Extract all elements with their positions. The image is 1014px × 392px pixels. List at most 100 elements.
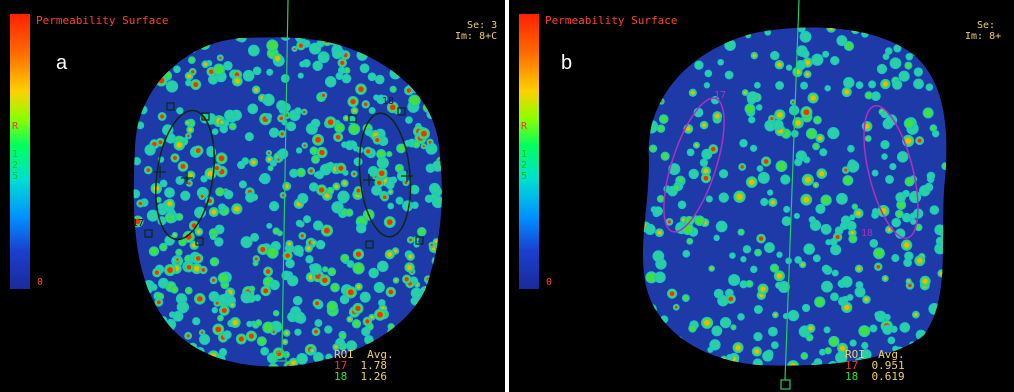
- perfusion-speckle: [843, 41, 855, 52]
- perfusion-speckle: [375, 167, 388, 180]
- perfusion-speckle: [252, 66, 262, 76]
- perfusion-speckle: [184, 44, 194, 54]
- perfusion-speckle: [322, 266, 329, 273]
- perfusion-speckle: [935, 236, 945, 246]
- perfusion-speckle: [282, 329, 291, 337]
- perfusion-speckle: [837, 342, 849, 354]
- roi-18-ellipse-b[interactable]: [853, 101, 929, 244]
- perfusion-speckle: [242, 69, 255, 82]
- scale-label-2-a: 2: [12, 160, 19, 171]
- perfusion-speckle: [854, 286, 866, 298]
- perfusion-speckle: [171, 231, 178, 238]
- perfusion-speckle: [157, 203, 165, 211]
- perfusion-speckle: [133, 156, 142, 166]
- perfusion-speckle: [764, 242, 775, 253]
- perfusion-speckle: [266, 68, 274, 76]
- perfusion-speckle: [939, 350, 947, 361]
- roi-17-ellipse-a[interactable]: [148, 107, 222, 244]
- perfusion-speckle: [217, 272, 230, 284]
- perfusion-speckle: [168, 213, 176, 221]
- perfusion-speckle: [410, 287, 423, 299]
- perfusion-speckle: [309, 263, 322, 276]
- perfusion-speckle: [654, 271, 666, 284]
- perfusion-speckle: [155, 74, 168, 87]
- roi-row-17-a: 17 1.78: [334, 360, 394, 371]
- perfusion-speckle: [215, 187, 225, 197]
- perfusion-speckle: [175, 175, 185, 185]
- perfusion-speckle: [919, 275, 931, 287]
- perfusion-speckle: [739, 139, 748, 148]
- perfusion-speckle: [760, 156, 772, 167]
- perfusion-speckle: [266, 246, 279, 259]
- perfusion-speckle: [776, 251, 783, 258]
- roi-17-ellipse-b[interactable]: [651, 92, 736, 239]
- roi-18-ellipse-a[interactable]: [355, 111, 416, 239]
- scale-zero-a: 0: [37, 277, 44, 288]
- perfusion-speckle: [376, 156, 389, 170]
- perfusion-speckle: [204, 113, 217, 125]
- perfusion-speckle: [874, 311, 881, 318]
- perfusion-speckle: [873, 247, 885, 260]
- perfusion-speckle: [861, 120, 873, 132]
- color-scale-bar-a: [10, 14, 30, 289]
- perfusion-speckle: [327, 267, 337, 277]
- perfusion-speckle: [324, 76, 337, 88]
- perfusion-speckle: [389, 85, 397, 93]
- series-info-a: Se: 3 Im: 8+C: [455, 20, 497, 42]
- perfusion-speckle: [199, 265, 208, 275]
- perfusion-speckle: [288, 357, 299, 367]
- perfusion-speckle: [163, 264, 177, 277]
- perfusion-speckle: [689, 358, 700, 366]
- perfusion-speckle: [355, 222, 367, 234]
- roi-label-18-b: 18: [861, 228, 873, 239]
- perfusion-speckle: [700, 173, 712, 184]
- perfusion-speckle: [238, 180, 247, 189]
- perfusion-speckle: [717, 294, 729, 307]
- perfusion-speckle: [350, 170, 358, 178]
- perfusion-speckle: [143, 165, 153, 175]
- perfusion-speckle: [245, 192, 256, 203]
- perfusion-speckle: [753, 332, 763, 342]
- perfusion-speckle: [864, 91, 873, 100]
- roi-id-18-a: 18: [334, 370, 348, 383]
- perfusion-speckle: [237, 160, 246, 170]
- perfusion-speckle: [367, 72, 377, 82]
- perfusion-speckle: [326, 186, 335, 195]
- perfusion-speckle: [922, 107, 934, 119]
- perfusion-speckle: [165, 132, 176, 144]
- perfusion-speckle: [275, 156, 282, 163]
- perfusion-speckle: [404, 262, 415, 273]
- perfusion-speckle: [428, 296, 437, 306]
- perfusion-speckle: [268, 127, 280, 138]
- perfusion-speckle: [948, 181, 960, 193]
- perfusion-map-a: 17 18: [132, 0, 442, 367]
- perfusion-speckle: [815, 203, 826, 215]
- perfusion-speckle: [426, 349, 437, 360]
- perfusion-speckle: [657, 97, 665, 105]
- perfusion-speckle: [430, 109, 438, 116]
- roi-handles-a[interactable]: [144, 102, 424, 249]
- perfusion-speckle: [749, 144, 758, 152]
- perfusion-speckle: [170, 359, 177, 367]
- perfusion-speckle: [162, 124, 174, 136]
- perfusion-speckle: [909, 341, 916, 348]
- perfusion-speckle: [368, 107, 376, 115]
- perfusion-speckle: [309, 347, 316, 354]
- perfusion-speckle: [828, 335, 840, 348]
- perfusion-speckle: [286, 121, 297, 132]
- perfusion-speckle: [788, 104, 800, 116]
- perfusion-speckle: [392, 277, 400, 284]
- perfusion-speckle: [821, 264, 831, 274]
- perfusion-speckle: [861, 30, 869, 38]
- perfusion-speckle: [342, 115, 350, 122]
- perfusion-speckle: [677, 200, 687, 210]
- perfusion-speckle: [247, 44, 260, 57]
- perfusion-speckle: [792, 66, 803, 78]
- perfusion-speckle: [774, 109, 786, 121]
- perfusion-speckle: [333, 132, 344, 143]
- perfusion-speckle: [645, 271, 658, 284]
- perfusion-speckle: [648, 144, 658, 153]
- perfusion-speckle: [138, 105, 148, 115]
- midline-a: [281, 0, 289, 353]
- perfusion-speckle: [181, 359, 191, 367]
